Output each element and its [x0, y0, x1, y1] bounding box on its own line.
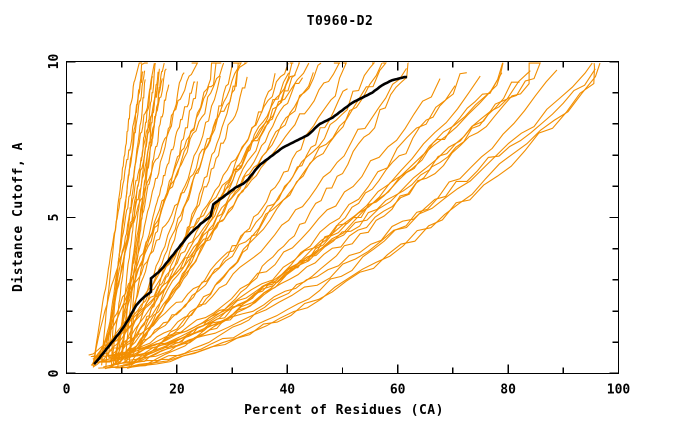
x-tick-label: 0 [63, 383, 71, 398]
prediction-curve [105, 72, 503, 369]
prediction-curve [98, 63, 596, 369]
prediction-curve [130, 62, 383, 366]
x-tick-label: 20 [169, 383, 185, 398]
prediction-curve [115, 62, 601, 369]
prediction-curve [105, 76, 154, 368]
prediction-curve [109, 62, 537, 360]
tick-labels: 0 20 40 60 80 100 0 5 10 [47, 54, 630, 398]
prediction-curve [114, 69, 558, 365]
prediction-curve [104, 62, 387, 370]
prediction-curve [101, 62, 504, 362]
prediction-curve [128, 72, 467, 361]
axis-frame [65, 60, 620, 375]
prediction-curve [100, 68, 167, 361]
prediction-curve [118, 62, 301, 364]
x-tick-label: 100 [607, 383, 631, 398]
prediction-curve [91, 62, 239, 366]
y-tick-label: 10 [47, 54, 62, 70]
prediction-curve [123, 62, 409, 366]
y-tick-label: 5 [47, 214, 62, 222]
x-tick-label: 60 [390, 383, 406, 398]
prediction-curve [129, 81, 520, 368]
prediction-curve [113, 62, 593, 358]
prediction-curve [98, 70, 531, 362]
prediction-curve [92, 62, 341, 360]
prediction-curve [90, 62, 376, 358]
prediction-curve [114, 75, 221, 364]
prediction-curve [108, 68, 407, 359]
prediction-curve [111, 72, 314, 366]
x-axis-title: Percent of Residues (CA) [244, 403, 444, 418]
prediction-curve [96, 62, 289, 359]
prediction-curve [106, 82, 159, 355]
prediction-curve [92, 74, 296, 368]
prediction-curve [97, 62, 541, 358]
prediction-curve [92, 68, 596, 357]
y-tick-label: 0 [47, 369, 62, 377]
prediction-curve [126, 85, 456, 369]
page-title: T0960-D2 [306, 14, 374, 29]
prediction-curve [129, 81, 196, 356]
reference-curve [93, 75, 408, 366]
x-tick-label: 40 [279, 383, 295, 398]
x-tick-label: 80 [500, 383, 516, 398]
prediction-curve [93, 62, 199, 364]
prediction-curve [108, 72, 290, 362]
reference-series-group [93, 75, 408, 366]
prediction-curve [94, 75, 481, 364]
prediction-curve [92, 71, 144, 367]
prediction-curve [110, 70, 146, 367]
prediction-curve [115, 84, 170, 356]
y-axis-title: Distance Cutoff, A [11, 142, 26, 292]
prediction-curve [102, 68, 160, 358]
